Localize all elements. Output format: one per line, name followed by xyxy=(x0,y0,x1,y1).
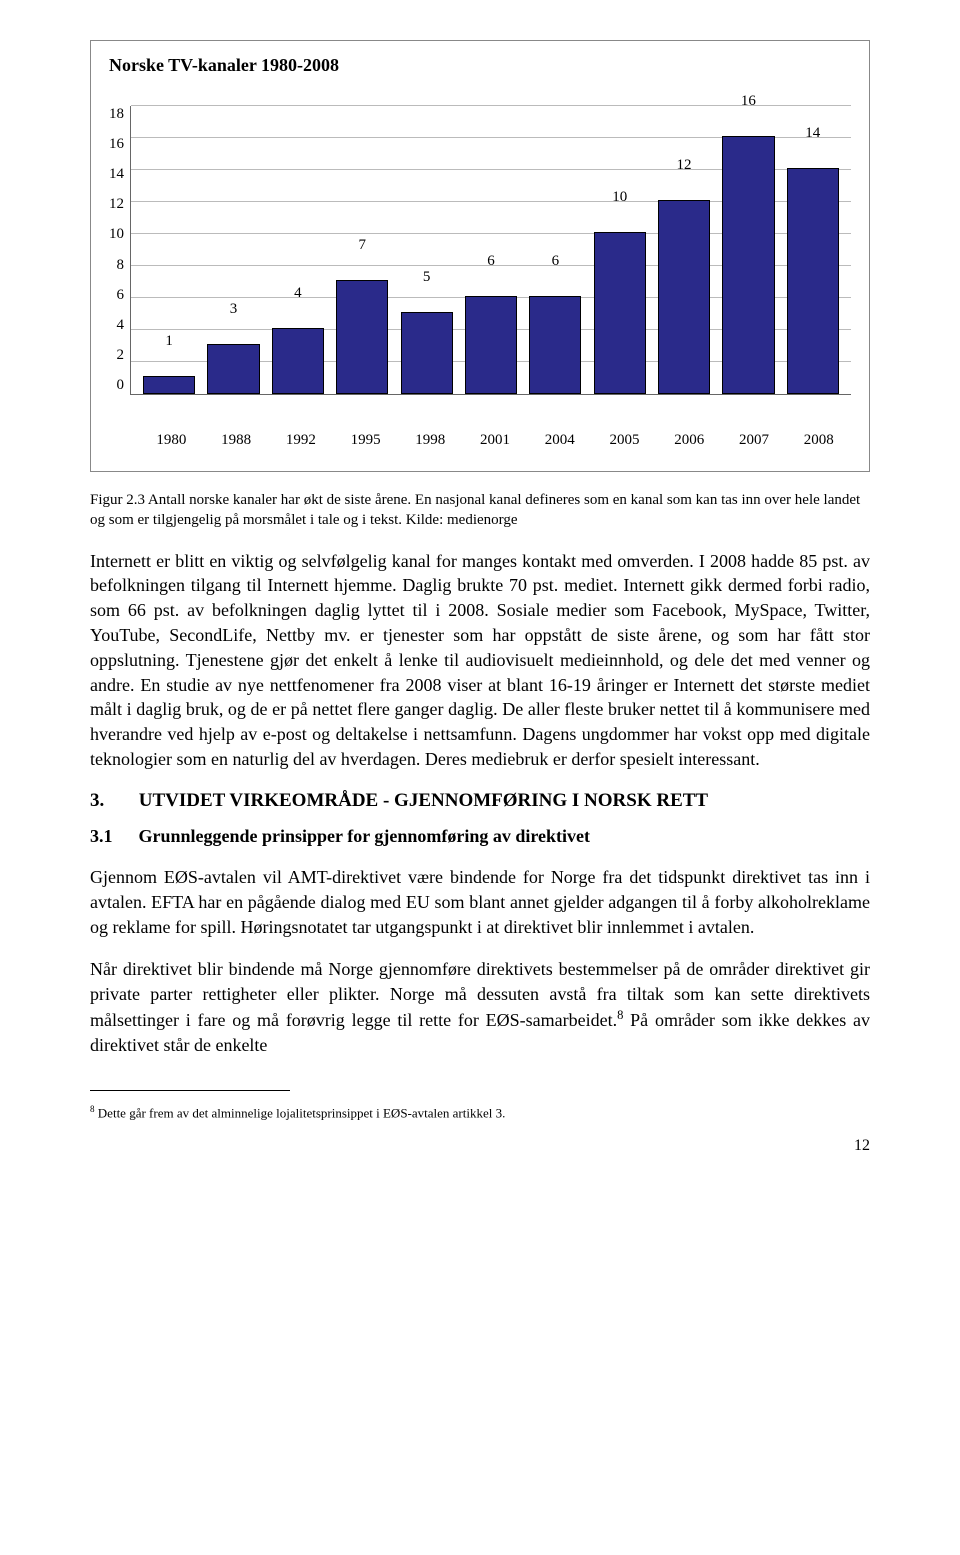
bar-value-label: 6 xyxy=(487,253,495,270)
chart-bar: 14 xyxy=(787,168,839,394)
chart-bar: 3 xyxy=(207,344,259,394)
page-number: 12 xyxy=(854,1137,870,1155)
chart-x-axis: 1980198819921995199820012004200520062007… xyxy=(109,426,851,449)
chart-bar: 7 xyxy=(336,280,388,394)
chart-bar: 16 xyxy=(722,136,774,394)
y-tick-label: 2 xyxy=(117,347,125,364)
subsection-heading: 3.1 Grunnleggende prinsipper for gjennom… xyxy=(90,826,870,847)
chart-bar: 6 xyxy=(529,296,581,394)
bar-value-label: 7 xyxy=(359,237,367,254)
bar-wrap: 4 xyxy=(266,106,330,394)
body-paragraph-2: Gjennom EØS-avtalen vil AMT-direktivet v… xyxy=(90,865,870,939)
chart-bar: 10 xyxy=(594,232,646,394)
y-tick-label: 18 xyxy=(109,106,124,123)
chart-bar: 4 xyxy=(272,328,324,394)
bar-wrap: 12 xyxy=(652,106,716,394)
figure-caption: Figur 2.3 Antall norske kanaler har økt … xyxy=(90,490,870,531)
body-paragraph-1: Internett er blitt en viktig og selvfølg… xyxy=(90,549,870,772)
subsection-number: 3.1 xyxy=(90,826,134,847)
bar-value-label: 4 xyxy=(294,285,302,302)
chart-bar: 1 xyxy=(143,376,195,394)
document-page: Norske TV-kanaler 1980-2008 181614121086… xyxy=(0,0,960,1175)
footnote-text: Dette går frem av det alminnelige lojali… xyxy=(95,1105,506,1120)
x-tick-label: 1988 xyxy=(204,426,269,449)
chart-bar: 5 xyxy=(401,312,453,394)
y-tick-label: 14 xyxy=(109,166,124,183)
footnote-separator xyxy=(90,1090,290,1091)
chart-bar: 6 xyxy=(465,296,517,394)
y-tick-label: 16 xyxy=(109,136,124,153)
chart-plot: 134756610121614 xyxy=(130,106,851,395)
body-paragraph-3: Når direktivet blir bindende må Norge gj… xyxy=(90,957,870,1057)
x-tick-label: 1980 xyxy=(139,426,204,449)
bar-wrap: 14 xyxy=(781,106,845,394)
bar-value-label: 6 xyxy=(552,253,560,270)
x-tick-label: 1998 xyxy=(398,426,463,449)
x-tick-label: 2008 xyxy=(786,426,851,449)
section-title: UTVIDET VIRKEOMRÅDE - GJENNOMFØRING I NO… xyxy=(139,790,708,811)
y-tick-label: 6 xyxy=(117,287,125,304)
bar-wrap: 5 xyxy=(394,106,458,394)
x-tick-label: 2006 xyxy=(657,426,722,449)
y-tick-label: 4 xyxy=(117,317,125,334)
chart-title: Norske TV-kanaler 1980-2008 xyxy=(109,55,851,76)
bar-wrap: 6 xyxy=(459,106,523,394)
bar-wrap: 6 xyxy=(523,106,587,394)
chart-y-axis: 18 16 14 12 10 8 6 4 2 0 xyxy=(109,106,130,394)
bar-value-label: 1 xyxy=(165,333,173,350)
bar-wrap: 16 xyxy=(716,106,780,394)
bar-wrap: 7 xyxy=(330,106,394,394)
x-tick-label: 1995 xyxy=(333,426,398,449)
chart-container: Norske TV-kanaler 1980-2008 181614121086… xyxy=(90,40,870,472)
section-heading: 3. UTVIDET VIRKEOMRÅDE - GJENNOMFØRING I… xyxy=(90,790,870,812)
subsection-title: Grunnleggende prinsipper for gjennomføri… xyxy=(139,826,591,846)
x-tick-label: 2005 xyxy=(592,426,657,449)
x-tick-label: 2007 xyxy=(722,426,787,449)
x-tick-label: 2004 xyxy=(527,426,592,449)
bar-value-label: 12 xyxy=(677,157,692,174)
y-tick-label: 12 xyxy=(109,196,124,213)
bar-value-label: 10 xyxy=(612,189,627,206)
chart-area: 181614121086420 134756610121614 xyxy=(109,106,851,426)
y-tick-label: 8 xyxy=(117,257,125,274)
bar-value-label: 14 xyxy=(805,125,820,142)
bar-wrap: 1 xyxy=(137,106,201,394)
bar-wrap: 10 xyxy=(588,106,652,394)
y-tick-label: 10 xyxy=(109,226,124,243)
bar-value-label: 3 xyxy=(230,301,238,318)
x-tick-label: 1992 xyxy=(268,426,333,449)
bar-wrap: 3 xyxy=(201,106,265,394)
section-number: 3. xyxy=(90,790,134,812)
footnote: 8 Dette går frem av det alminnelige loja… xyxy=(90,1104,870,1122)
chart-bar: 12 xyxy=(658,200,710,394)
y-tick-label: 0 xyxy=(117,377,125,394)
bar-value-label: 5 xyxy=(423,269,431,286)
x-tick-label: 2001 xyxy=(463,426,528,449)
bar-value-label: 16 xyxy=(741,93,756,110)
